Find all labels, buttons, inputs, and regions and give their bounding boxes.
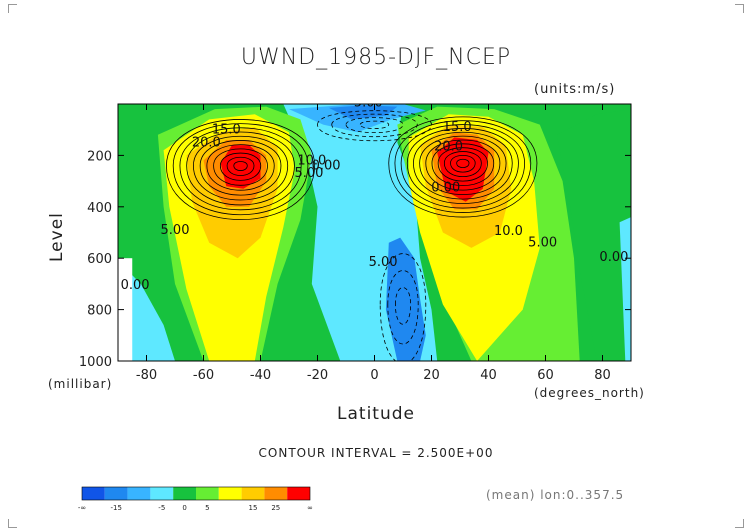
contour-north-jet-7 xyxy=(419,135,507,195)
fill-blank-south xyxy=(118,258,133,361)
colorbar-swatch-6 xyxy=(218,487,242,500)
colorbar-swatch-8 xyxy=(264,487,288,500)
contour-lowlevel-easterly-2 xyxy=(387,270,419,345)
colorbar-swatch-4 xyxy=(173,487,196,500)
contour-south-jet-6 xyxy=(199,140,282,196)
contour-north-jet-6 xyxy=(425,139,501,191)
contour-easterly-2 xyxy=(345,117,404,133)
contour-north-jet-1 xyxy=(456,158,470,169)
colorbar-swatch-0 xyxy=(82,487,105,500)
contour-south-jet-1 xyxy=(233,161,248,171)
contour-north-jet-8 xyxy=(413,131,513,200)
y-tick-label-2: 600 xyxy=(87,252,112,267)
contour-south-jet-7 xyxy=(192,135,289,201)
contour-label-9: 5.00 xyxy=(369,255,398,270)
colorbar-swatch-5 xyxy=(196,487,219,500)
contour-north-jet-5 xyxy=(431,143,495,186)
contour-label-2: 10.0 xyxy=(297,153,326,168)
contour-lowlevel-easterly-3 xyxy=(379,253,427,361)
contour-north-jet-11 xyxy=(394,120,532,213)
fill-blue-lowlevel xyxy=(385,237,426,361)
colorbar-label-2: -5 xyxy=(158,504,165,512)
fill-north-jet-4 xyxy=(437,137,489,202)
corner-mark-bl xyxy=(8,519,17,528)
x-tick-label-1: -60 xyxy=(193,368,214,383)
units-label: (units:m/s) xyxy=(534,82,616,97)
corner-mark-tr xyxy=(735,4,744,13)
colorbar-swatch-3 xyxy=(150,487,174,500)
contour-label-8: 0.00 xyxy=(431,180,460,195)
contour-label-7: -5.00 xyxy=(349,96,383,111)
contour-label-4: 0.00 xyxy=(312,159,341,174)
x-tick-label-3: -20 xyxy=(307,368,328,383)
colorbar-label-3: 0 xyxy=(182,504,186,512)
colorbar-label-1: -15 xyxy=(110,504,121,512)
contour-south-jet-9 xyxy=(179,127,302,211)
contour-label-14: 0.00 xyxy=(599,250,628,265)
contour-label-3: 5.00 xyxy=(294,166,323,181)
colorbar-label-6: 25 xyxy=(271,504,280,512)
y-tick-label-1: 400 xyxy=(87,201,112,216)
contour-label-0: 15.0 xyxy=(212,123,241,138)
contour-easterly-4 xyxy=(317,110,432,142)
x-axis-unit: (degrees_north) xyxy=(534,386,645,400)
colorbar-swatch-9 xyxy=(287,487,310,500)
fill-south-jet-4 xyxy=(220,145,261,189)
colorbar-frame xyxy=(81,486,311,501)
x-tick-label-5: 20 xyxy=(423,368,440,383)
chart-title: UWND_1985-DJF_NCEP xyxy=(240,45,512,70)
contour-south-jet-10 xyxy=(172,123,309,215)
x-tick-label-2: -40 xyxy=(250,368,271,383)
contour-label-10: 15.0 xyxy=(443,120,472,135)
x-tick-label-0: -80 xyxy=(136,368,157,383)
y-axis-unit: (millibar) xyxy=(48,377,113,391)
contour-south-jet-11 xyxy=(166,119,316,221)
contour-easterly-3 xyxy=(331,113,418,138)
fill-cyan-north xyxy=(619,217,631,361)
y-tick-label-3: 800 xyxy=(87,304,112,319)
corner-mark-tl xyxy=(8,4,17,13)
y-tick-label-0: 200 xyxy=(87,149,112,164)
contour-north-jet-12 xyxy=(388,116,538,218)
contour-label-11: 20.0 xyxy=(434,139,463,154)
contour-south-jet-8 xyxy=(186,131,295,206)
mean-label: (mean) lon:0..357.5 xyxy=(486,488,625,502)
colorbar-label-5: 15 xyxy=(249,504,258,512)
contour-south-jet-2 xyxy=(226,156,255,176)
contour-label-5: 5.00 xyxy=(161,223,190,238)
contour-easterly-1 xyxy=(359,120,390,130)
x-tick-label-8: 80 xyxy=(594,368,611,383)
contour-north-jet-3 xyxy=(443,151,482,177)
colorbar-swatch-2 xyxy=(127,487,151,500)
colorbar-label-4: 5 xyxy=(205,504,209,512)
contour-label-6: 0.00 xyxy=(121,278,150,293)
contour-lowlevel-easterly-1 xyxy=(395,287,412,325)
contour-interval-label: CONTOUR INTERVAL = 2.500E+00 xyxy=(258,446,494,460)
fill-green-north xyxy=(556,109,631,361)
colorbar-label-0: -∞ xyxy=(78,504,86,512)
contour-south-jet-3 xyxy=(219,152,262,181)
fill-blue-top xyxy=(328,105,398,120)
contour-north-jet-10 xyxy=(400,124,526,209)
contour-north-jet-4 xyxy=(437,147,488,182)
contour-north-jet-2 xyxy=(450,155,476,173)
y-tick-label-4: 1000 xyxy=(79,355,112,370)
contour-label-13: 5.00 xyxy=(528,236,557,251)
colorbar-swatch-7 xyxy=(241,487,265,500)
x-axis-label: Latitude xyxy=(337,404,415,424)
contour-label-12: 10.0 xyxy=(494,224,523,239)
corner-mark-br xyxy=(735,519,744,528)
x-tick-label-7: 60 xyxy=(537,368,554,383)
contour-south-jet-4 xyxy=(213,148,268,186)
x-tick-label-6: 40 xyxy=(480,368,497,383)
contour-north-jet-9 xyxy=(406,128,519,204)
contour-label-1: 20.0 xyxy=(192,135,221,150)
contour-south-jet-5 xyxy=(206,144,275,191)
colorbar-swatch-1 xyxy=(104,487,128,500)
x-tick-label-4: 0 xyxy=(370,368,378,383)
colorbar-label-7: ∞ xyxy=(307,504,313,512)
